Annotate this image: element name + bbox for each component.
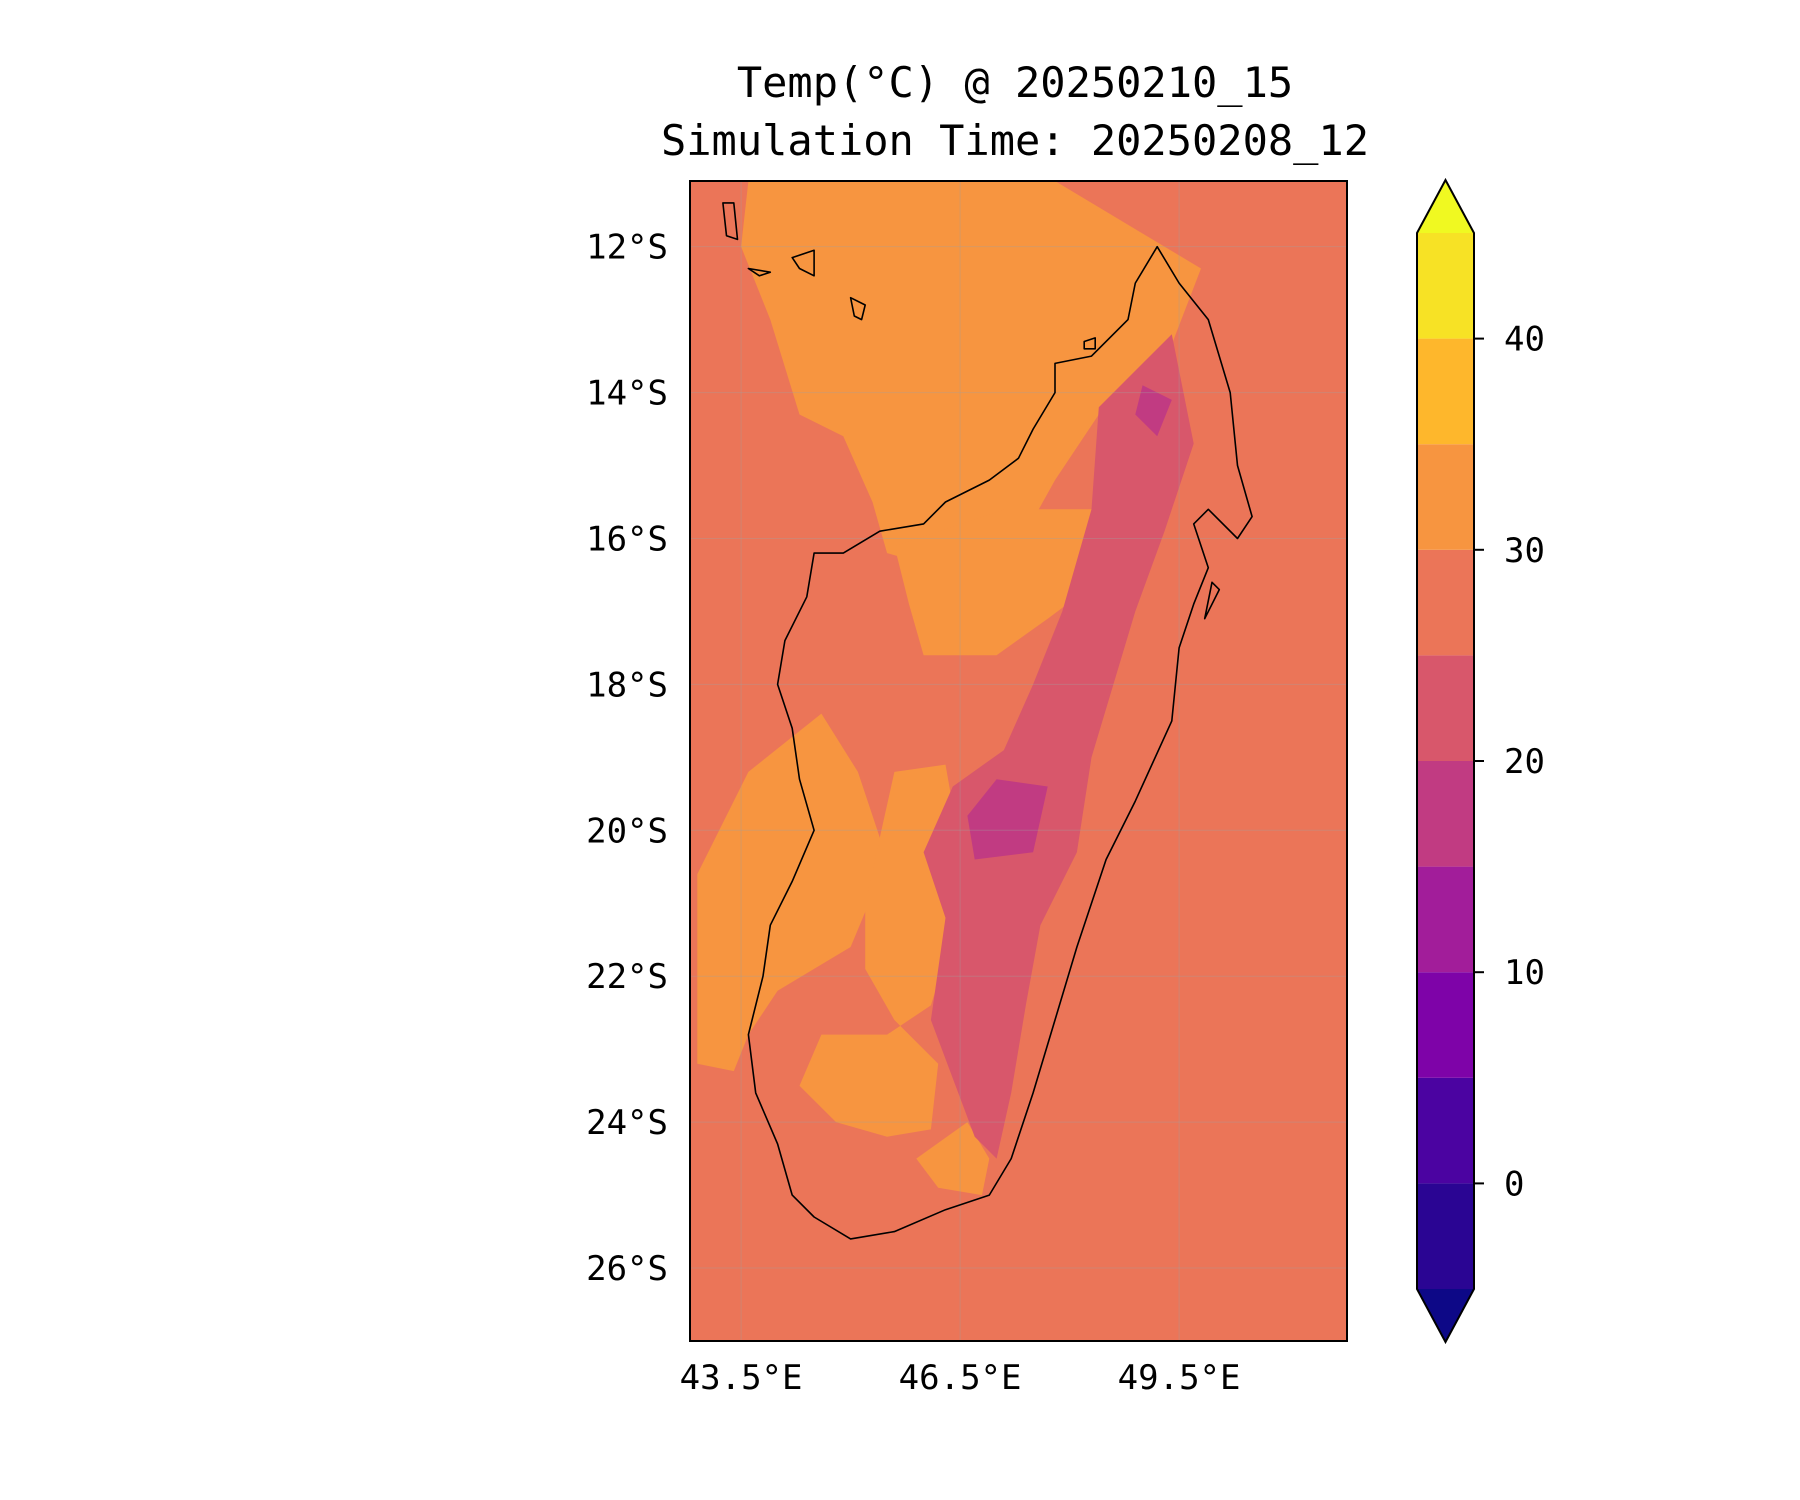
colorbar-level — [1417, 972, 1474, 1078]
colorbar-level — [1417, 655, 1474, 761]
colorbar-tick-label: 0 — [1504, 1164, 1524, 1204]
colorbar-tick-label: 30 — [1504, 531, 1545, 571]
colorbar-level — [1417, 444, 1474, 550]
y-tick-label: 12°S — [586, 228, 668, 268]
y-tick-label: 18°S — [586, 665, 668, 705]
y-tick-label: 26°S — [586, 1249, 668, 1289]
colorbar-level — [1417, 866, 1474, 973]
y-tick-label: 24°S — [586, 1103, 668, 1143]
coastline-nosy-be — [1083, 337, 1096, 350]
colorbar-level — [1417, 549, 1474, 656]
colorbar-extend-min — [1417, 1289, 1474, 1342]
colorbar-outline — [1416, 177, 1475, 1345]
x-axis-ticks: 43.5°E 46.5°E 49.5°E — [680, 1358, 1241, 1398]
field-region-northwest-interior-warm — [894, 509, 1121, 656]
field-region-north-sea-warm — [741, 181, 1201, 568]
chart-title: Temp(°C) @ 20250210_15 — [737, 58, 1293, 107]
coastline-anjouan — [791, 249, 815, 277]
chart-subtitle: Simulation Time: 20250208_12 — [661, 116, 1369, 165]
colorbar-level — [1417, 338, 1474, 445]
map-plot-area — [689, 180, 1348, 1342]
coastline-nosy-boraha — [1203, 581, 1221, 620]
colorbar-tick-label: 40 — [1504, 320, 1545, 360]
colorbar-level — [1417, 1183, 1474, 1289]
y-tick-label: 22°S — [586, 957, 668, 997]
x-tick-label: 43.5°E — [680, 1358, 803, 1398]
field-region-north-highlands-cold — [1135, 385, 1172, 437]
colorbar-level — [1417, 761, 1474, 867]
x-tick-label: 46.5°E — [899, 1358, 1022, 1398]
field-region-west-coast-warm — [697, 713, 888, 1072]
y-tick-label: 14°S — [586, 374, 668, 414]
y-tick-label: 20°S — [586, 811, 668, 851]
field-region-east-highlands-cool — [923, 334, 1194, 1159]
x-tick-label: 49.5°E — [1118, 1358, 1241, 1398]
colorbar-extend-max — [1417, 180, 1474, 233]
colorbar-tick-label: 10 — [1504, 953, 1545, 993]
colorbar-tick-label: 20 — [1504, 742, 1545, 782]
coastline-moheli — [747, 267, 772, 277]
coastline-grande-comore — [722, 202, 739, 241]
colorbar-level — [1417, 233, 1474, 339]
field-region-central-highlands-cold — [967, 779, 1048, 860]
y-axis-ticks: 12°S 14°S 16°S 18°S 20°S 22°S 24°S 26°S — [586, 228, 668, 1289]
y-tick-label: 16°S — [586, 519, 668, 559]
colorbar-level — [1417, 1077, 1474, 1184]
field-region-south-warm — [916, 1122, 990, 1196]
coastline-mayotte — [849, 296, 867, 321]
coastline-madagascar — [747, 245, 1253, 1240]
plot-frame — [689, 180, 1348, 1342]
colorbar: 0 10 20 30 40 — [1416, 177, 1545, 1345]
